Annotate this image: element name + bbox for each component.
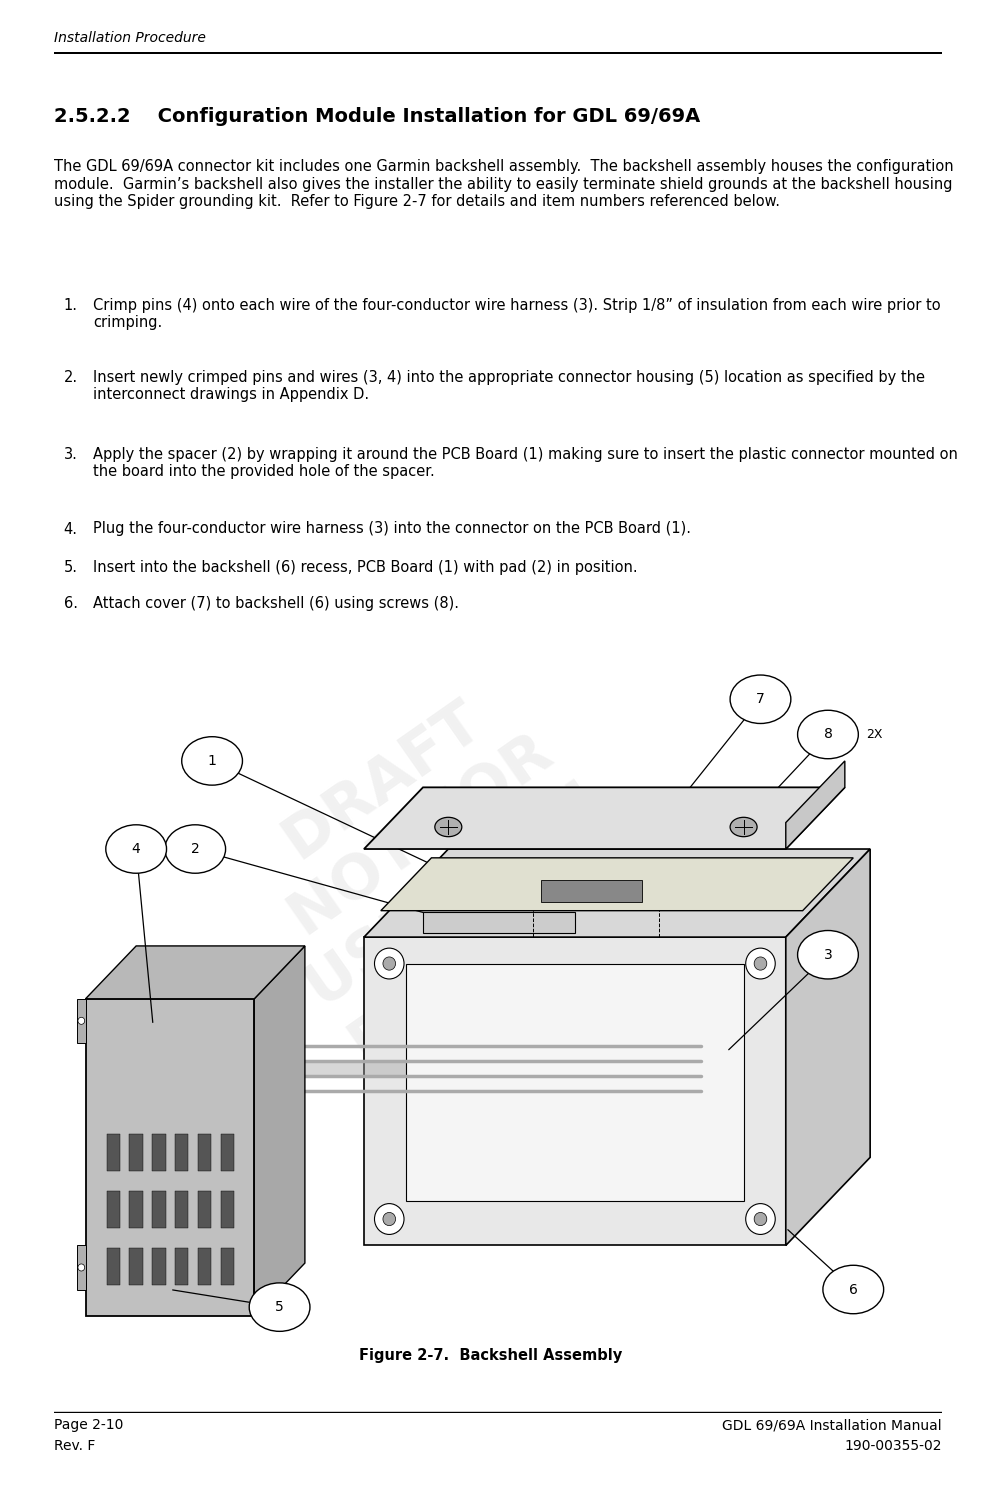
Polygon shape: [786, 761, 845, 849]
Bar: [129, 1249, 143, 1284]
Ellipse shape: [77, 1264, 84, 1271]
Ellipse shape: [375, 1204, 404, 1234]
Bar: [175, 1191, 188, 1228]
Text: 3: 3: [824, 948, 832, 961]
Polygon shape: [406, 964, 744, 1201]
Text: 5: 5: [276, 1301, 284, 1314]
Text: Page 2-10: Page 2-10: [54, 1418, 124, 1432]
Ellipse shape: [746, 948, 775, 979]
Polygon shape: [364, 937, 786, 1246]
Text: 8: 8: [823, 727, 833, 742]
Text: Figure 2-7.  Backshell Assembly: Figure 2-7. Backshell Assembly: [359, 1348, 622, 1363]
Polygon shape: [77, 998, 85, 1043]
Text: The GDL 69/69A connector kit includes one Garmin backshell assembly.  The backsh: The GDL 69/69A connector kit includes on…: [54, 159, 954, 209]
Polygon shape: [77, 1246, 85, 1289]
Polygon shape: [423, 912, 575, 933]
Text: Insert newly crimped pins and wires (3, 4) into the appropriate connector housin: Insert newly crimped pins and wires (3, …: [93, 370, 925, 402]
Bar: [129, 1134, 143, 1171]
Text: 3.: 3.: [64, 447, 77, 462]
Ellipse shape: [383, 957, 395, 970]
Ellipse shape: [754, 957, 767, 970]
Ellipse shape: [181, 736, 242, 785]
Polygon shape: [254, 946, 305, 1316]
Ellipse shape: [106, 825, 167, 873]
Ellipse shape: [754, 1213, 767, 1226]
Bar: [129, 1191, 143, 1228]
Text: 5.: 5.: [64, 560, 77, 575]
Ellipse shape: [249, 1283, 310, 1332]
Ellipse shape: [798, 931, 858, 979]
Polygon shape: [85, 946, 305, 998]
Bar: [152, 1134, 166, 1171]
Bar: [175, 1134, 188, 1171]
Polygon shape: [786, 849, 870, 1246]
Polygon shape: [381, 858, 853, 910]
Text: Crimp pins (4) onto each wire of the four-conductor wire harness (3). Strip 1/8”: Crimp pins (4) onto each wire of the fou…: [93, 298, 941, 331]
Bar: [152, 1249, 166, 1284]
Text: DRAFT
NOT FOR
USE UNTIL
RELEASED: DRAFT NOT FOR USE UNTIL RELEASED: [218, 653, 665, 1076]
Text: 4.: 4.: [64, 522, 77, 536]
Bar: [175, 1249, 188, 1284]
Polygon shape: [542, 881, 643, 901]
Text: Insert into the backshell (6) recess, PCB Board (1) with pad (2) in position.: Insert into the backshell (6) recess, PC…: [93, 560, 638, 575]
Ellipse shape: [77, 1018, 84, 1024]
Bar: [198, 1134, 211, 1171]
Text: 4: 4: [131, 842, 140, 857]
Text: DRAFT
NOT FOR
USE UNTIL
RELEASED: DRAFT NOT FOR USE UNTIL RELEASED: [337, 876, 559, 1086]
Text: 2X: 2X: [866, 729, 883, 741]
Text: 6.: 6.: [64, 596, 77, 611]
Ellipse shape: [435, 818, 462, 837]
Ellipse shape: [730, 675, 791, 724]
Bar: [107, 1249, 120, 1284]
Text: Apply the spacer (2) by wrapping it around the PCB Board (1) making sure to inse: Apply the spacer (2) by wrapping it arou…: [93, 447, 958, 480]
Text: 2: 2: [191, 842, 199, 857]
Ellipse shape: [746, 1204, 775, 1234]
Text: 1.: 1.: [64, 298, 77, 313]
Text: 2.: 2.: [64, 370, 77, 384]
Ellipse shape: [798, 711, 858, 758]
Text: 2.5.2.2    Configuration Module Installation for GDL 69/69A: 2.5.2.2 Configuration Module Installatio…: [54, 107, 700, 127]
Text: GDL 69/69A Installation Manual: GDL 69/69A Installation Manual: [722, 1418, 942, 1432]
Text: 7: 7: [756, 693, 765, 706]
Bar: [198, 1249, 211, 1284]
Bar: [221, 1191, 234, 1228]
Bar: [152, 1191, 166, 1228]
Ellipse shape: [730, 818, 757, 837]
Polygon shape: [364, 849, 870, 937]
Bar: [221, 1134, 234, 1171]
Bar: [221, 1249, 234, 1284]
Bar: [198, 1191, 211, 1228]
Polygon shape: [364, 787, 845, 849]
Bar: [107, 1134, 120, 1171]
Ellipse shape: [375, 948, 404, 979]
Polygon shape: [85, 998, 254, 1316]
Ellipse shape: [165, 825, 226, 873]
Ellipse shape: [823, 1265, 884, 1314]
Text: Rev. F: Rev. F: [54, 1439, 95, 1453]
Bar: [107, 1191, 120, 1228]
Text: Attach cover (7) to backshell (6) using screws (8).: Attach cover (7) to backshell (6) using …: [93, 596, 459, 611]
Text: 6: 6: [849, 1283, 857, 1296]
Ellipse shape: [383, 1213, 395, 1226]
Text: 1: 1: [208, 754, 217, 767]
Text: Installation Procedure: Installation Procedure: [54, 31, 206, 45]
Text: Plug the four-conductor wire harness (3) into the connector on the PCB Board (1): Plug the four-conductor wire harness (3)…: [93, 522, 692, 536]
Text: 190-00355-02: 190-00355-02: [845, 1439, 942, 1453]
